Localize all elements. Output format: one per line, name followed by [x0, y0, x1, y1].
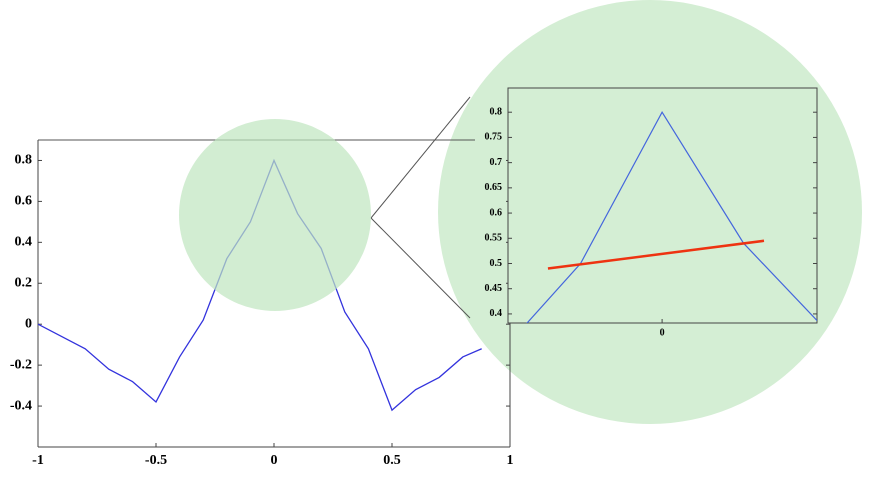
x-tick-label: 0.5 [383, 453, 401, 468]
y-tick-label: 0.7 [490, 157, 503, 168]
x-tick-label: -0.5 [145, 453, 167, 468]
y-tick-label: 0.8 [15, 153, 33, 168]
y-tick-label: -0.4 [10, 398, 32, 413]
y-tick-label: 0.4 [490, 308, 503, 319]
y-tick-label: 0.2 [15, 275, 33, 290]
y-tick-label: 0.8 [490, 107, 503, 118]
x-tick-label: 0 [271, 453, 278, 468]
plot-frame [507, 87, 818, 324]
y-tick-label: 0.55 [485, 233, 503, 244]
connector [370, 217, 471, 319]
line-series [526, 111, 817, 323]
x-tick-label: 0 [660, 327, 665, 338]
y-tick-label: 0.6 [15, 194, 33, 209]
x-tick-label: -1 [32, 453, 44, 468]
y-tick-label: 0.5 [490, 258, 503, 269]
y-tick-label: 0.65 [485, 182, 503, 193]
y-tick-label: 0.6 [490, 207, 503, 218]
y-tick-label: 0.75 [485, 132, 503, 143]
zoom-circle [179, 119, 371, 311]
y-tick-label: 0.4 [15, 235, 33, 250]
y-tick-label: 0 [25, 316, 32, 331]
connector [370, 96, 471, 219]
x-tick-label: 1 [507, 453, 514, 468]
line-series [547, 239, 765, 270]
plot-area [526, 111, 817, 323]
y-tick-label: 0.45 [485, 283, 503, 294]
y-tick-label: -0.2 [10, 357, 32, 372]
